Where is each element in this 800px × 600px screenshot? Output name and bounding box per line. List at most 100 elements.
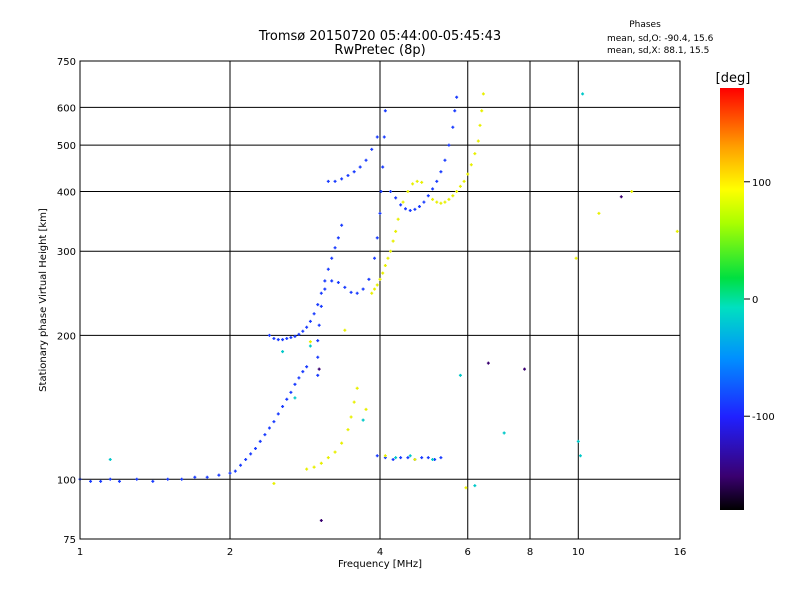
data-point — [619, 195, 623, 199]
data-point — [439, 201, 443, 205]
data-point — [420, 180, 424, 184]
data-point — [305, 325, 309, 329]
data-point — [502, 431, 506, 435]
data-point — [346, 174, 350, 178]
data-point — [401, 200, 405, 204]
data-point — [406, 456, 410, 460]
data-point — [276, 338, 280, 342]
data-point — [480, 109, 484, 113]
chart-title: Tromsø 20150720 05:44:00-05:45:43 — [258, 29, 501, 44]
y-tick-label: 750 — [57, 57, 76, 68]
data-point — [316, 339, 320, 343]
data-point — [217, 473, 221, 477]
data-points — [78, 92, 679, 522]
data-point — [578, 454, 582, 458]
data-point — [389, 189, 393, 193]
data-point — [289, 335, 293, 339]
data-point — [381, 271, 385, 275]
colorbar-tick-label: 100 — [752, 178, 771, 189]
data-point — [336, 281, 340, 285]
data-point — [478, 123, 482, 127]
data-point — [305, 467, 309, 471]
data-point — [473, 152, 477, 156]
data-point — [576, 439, 580, 443]
data-point — [411, 182, 415, 186]
data-point — [435, 179, 439, 183]
data-point — [319, 518, 323, 522]
data-point — [447, 197, 451, 201]
data-point — [293, 382, 297, 386]
data-point — [281, 404, 285, 408]
data-point — [340, 223, 344, 227]
data-point — [228, 471, 232, 475]
y-tick-label: 400 — [57, 187, 76, 198]
data-point — [253, 446, 257, 450]
data-point — [263, 433, 267, 437]
data-point — [267, 333, 271, 337]
data-point — [352, 400, 356, 404]
data-point — [289, 390, 293, 394]
data-point — [326, 456, 330, 460]
data-point — [316, 355, 320, 359]
data-point — [574, 256, 578, 260]
data-point — [361, 287, 365, 291]
data-point — [267, 426, 271, 430]
data-point — [422, 200, 426, 204]
data-point — [413, 457, 417, 461]
data-point — [89, 479, 93, 483]
data-point — [301, 329, 305, 333]
data-point — [308, 340, 312, 344]
data-point — [403, 207, 407, 211]
data-point — [443, 158, 447, 162]
y-tick-label: 600 — [57, 103, 76, 114]
data-point — [451, 125, 455, 129]
data-point — [305, 365, 309, 369]
data-point — [373, 256, 377, 260]
data-point — [481, 92, 485, 96]
data-point — [431, 457, 435, 461]
data-point — [301, 370, 305, 374]
data-point — [464, 486, 468, 490]
data-point — [394, 456, 398, 460]
data-point — [426, 194, 430, 198]
data-point — [312, 312, 316, 316]
data-point — [135, 477, 139, 481]
data-point — [343, 328, 347, 332]
x-tick-label: 4 — [377, 547, 383, 558]
data-point — [272, 481, 276, 485]
data-point — [399, 456, 403, 460]
data-point — [408, 454, 412, 458]
data-point — [326, 179, 330, 183]
data-point — [455, 95, 459, 99]
colorbar-ticks: 100 0 -100 — [744, 178, 775, 423]
data-point — [285, 337, 289, 341]
data-point — [239, 463, 243, 467]
data-point — [379, 189, 383, 193]
data-point — [205, 475, 209, 479]
data-point — [375, 236, 379, 240]
chart-subtitle: RwPretec (8p) — [334, 43, 425, 58]
data-point — [312, 465, 316, 469]
data-point — [394, 229, 398, 233]
data-point — [281, 338, 285, 342]
data-point — [462, 179, 466, 183]
y-axis-label: Stationary phase Virtual Height [km] — [38, 208, 49, 392]
data-point — [455, 189, 459, 193]
data-point — [343, 285, 347, 289]
data-point — [370, 147, 374, 151]
data-point — [597, 211, 601, 215]
x-tick-label: 1 — [77, 547, 83, 558]
data-point — [451, 194, 455, 198]
data-point — [381, 165, 385, 169]
data-point — [297, 376, 301, 380]
data-point — [272, 420, 276, 424]
data-point — [431, 187, 435, 191]
data-point — [317, 367, 321, 371]
data-point — [373, 287, 377, 291]
data-point — [330, 256, 334, 260]
grid-lines — [79, 60, 681, 540]
data-point — [285, 397, 289, 401]
phase-stats-o: mean, sd,O: -90.4, 15.6 — [607, 34, 714, 44]
data-point — [333, 179, 337, 183]
